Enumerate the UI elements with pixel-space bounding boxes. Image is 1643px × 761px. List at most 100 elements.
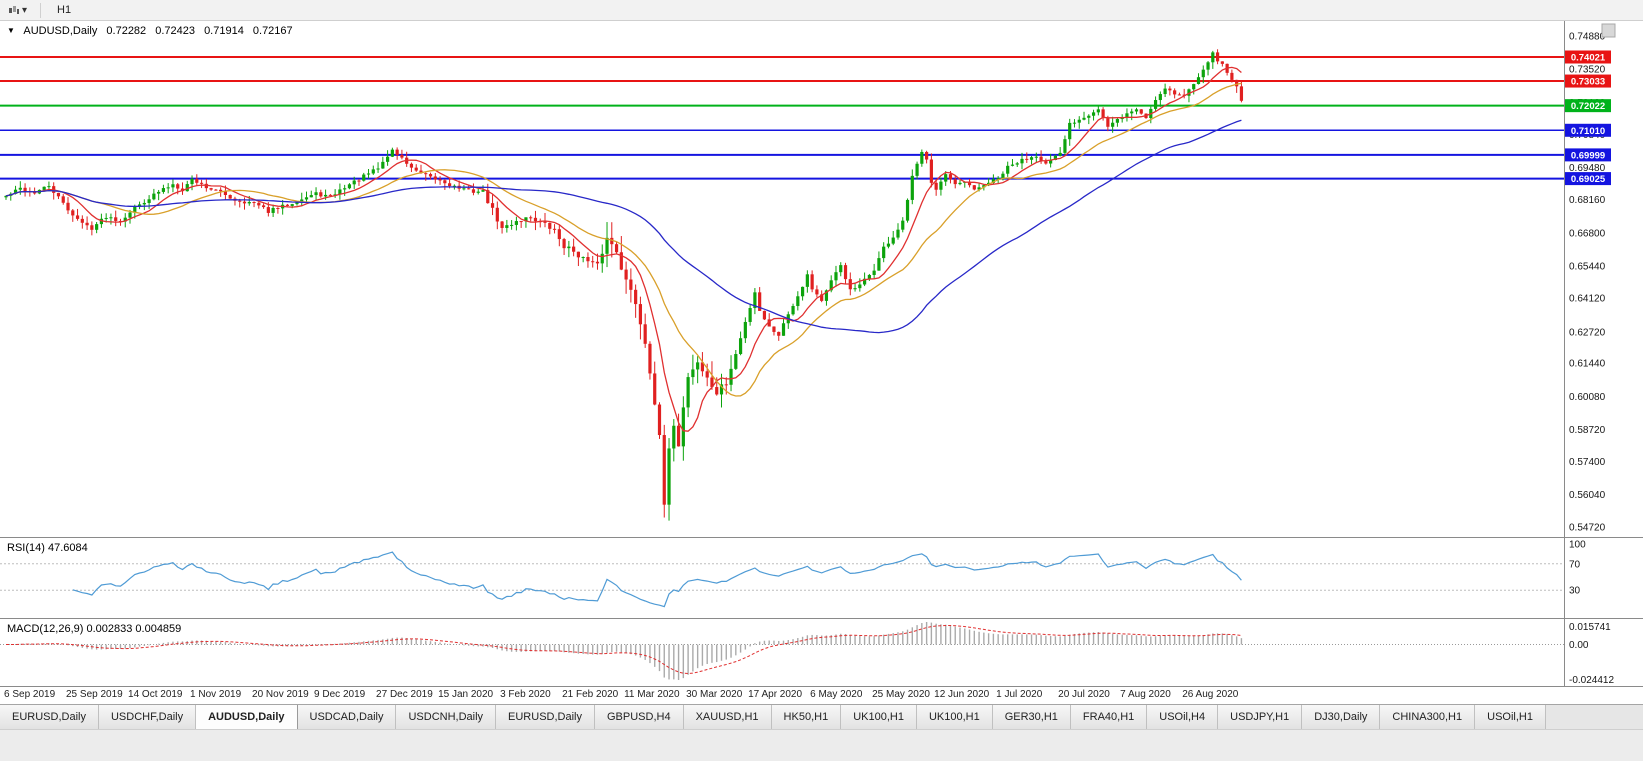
timeframe-toolbar: ▾ M1M5M15M30H1H4D1W1MN <box>0 0 1643 92</box>
date-label: 14 Oct 2019 <box>128 689 183 700</box>
date-label: 12 Jun 2020 <box>934 689 990 700</box>
macd-label: MACD(12,26,9) 0.002833 0.004859 <box>7 623 182 635</box>
chart-tab-dj30-daily[interactable]: DJ30,Daily <box>1302 705 1381 729</box>
timeframe-button-h1[interactable]: H1 <box>57 3 72 16</box>
date-label: 3 Feb 2020 <box>500 689 551 700</box>
price-axis-tick: 0.69480 <box>1569 163 1606 174</box>
toolbar-separator <box>40 2 42 18</box>
price-axis-tick: 0.56040 <box>1569 490 1606 501</box>
price-badge-0.74021 <box>1565 50 1611 64</box>
price-axis-tick: 0.54720 <box>1569 522 1606 533</box>
date-label: 11 Mar 2020 <box>624 689 680 700</box>
date-label: 1 Jul 2020 <box>996 689 1043 700</box>
price-axis-tick: 0.61440 <box>1569 359 1606 370</box>
price-axis-tick: 0.65440 <box>1569 261 1606 272</box>
rsi-axis-tick: 30 <box>1569 586 1581 597</box>
macd-axis-tick: -0.024412 <box>1569 675 1614 686</box>
rsi-axis-tick: 70 <box>1569 559 1581 570</box>
ohlc-open: 0.72282 <box>106 25 147 37</box>
ohlc-close: 0.72167 <box>252 25 293 37</box>
chart-tab-uk100-h1[interactable]: UK100,H1 <box>916 705 993 729</box>
date-label: 6 Sep 2019 <box>4 689 56 700</box>
price-axis-tick: 0.73520 <box>1569 65 1606 76</box>
price-axis-tick: 0.58720 <box>1569 425 1606 436</box>
rsi-line <box>72 551 1242 608</box>
macd-axis-tick: 0.015741 <box>1569 622 1611 633</box>
rsi-indicator-panel[interactable]: RSI(14) 47.6084 100 70 30 <box>0 537 1643 618</box>
date-label: 25 Sep 2019 <box>66 689 123 700</box>
price-badge-0.69025 <box>1565 172 1611 186</box>
date-label: 6 May 2020 <box>810 689 863 700</box>
rsi-axis-tick: 100 <box>1569 540 1586 551</box>
chart-tab-ger30-h1[interactable]: GER30,H1 <box>992 705 1071 729</box>
date-axis: 6 Sep 2019 25 Sep 2019 14 Oct 2019 1 Nov 20… <box>0 686 1643 704</box>
chart-tab-xauusd-h1[interactable]: XAUUSD,H1 <box>683 705 772 729</box>
date-label: 9 Dec 2019 <box>314 689 366 700</box>
candlestick-icon <box>9 6 19 14</box>
chart-tab-gbpusd-h4[interactable]: GBPUSD,H4 <box>595 705 684 729</box>
date-label: 7 Aug 2020 <box>1120 689 1171 700</box>
price-badge-0.71010 <box>1565 123 1611 137</box>
date-label: 17 Apr 2020 <box>748 689 803 700</box>
chart-tab-usdchf-daily[interactable]: USDCHF,Daily <box>98 705 197 729</box>
date-label: 20 Jul 2020 <box>1058 689 1110 700</box>
chart-tab-usdcnh-daily[interactable]: USDCNH,Daily <box>396 705 497 729</box>
chart-tab-eurusd-daily[interactable]: EURUSD,Daily <box>496 705 595 729</box>
date-label: 30 Mar 2020 <box>686 689 743 700</box>
price-badge-0.72022 <box>1565 99 1611 113</box>
price-axis-tick: 0.68160 <box>1569 195 1606 206</box>
price-badge-text: 0.73033 <box>1571 77 1605 88</box>
price-badge-text: 0.74021 <box>1571 52 1606 63</box>
macd-chart: 0.015741 0.00 -0.024412 <box>0 619 1614 686</box>
moving-average-8 <box>5 66 1242 432</box>
chevron-down-icon: ▾ <box>22 4 28 16</box>
candles-layer <box>4 49 1244 521</box>
date-label: 20 Nov 2019 <box>252 689 309 700</box>
price-axis-tick: 0.60080 <box>1569 392 1606 403</box>
macd-histogram <box>10 622 1243 680</box>
ohlc-high: 0.72423 <box>155 25 195 37</box>
chart-header: ▼ AUDUSD,Daily 0.72282 0.72423 0.71914 0… <box>7 25 299 37</box>
chart-tab-usoil-h1[interactable]: USOil,H1 <box>1475 705 1546 729</box>
chart-tab-audusd-daily[interactable]: AUDUSD,Daily <box>196 705 298 729</box>
date-label: 27 Dec 2019 <box>376 689 433 700</box>
date-label: 21 Feb 2020 <box>562 689 619 700</box>
chart-tab-hk50-h1[interactable]: HK50,H1 <box>771 705 842 729</box>
date-label: 25 May 2020 <box>872 689 930 700</box>
date-label: 15 Jan 2020 <box>438 689 494 700</box>
price-badge-text: 0.69999 <box>1571 150 1605 161</box>
chart-tab-eurusd-daily[interactable]: EURUSD,Daily <box>0 705 99 729</box>
chart-tab-usdcad-daily[interactable]: USDCAD,Daily <box>297 705 397 729</box>
price-badge-0.73033 <box>1565 74 1611 88</box>
candlestick-chart[interactable]: 0.748800.735200.721600.708400.694800.681… <box>0 21 1643 537</box>
chart-tab-uk100-h1[interactable]: UK100,H1 <box>841 705 917 729</box>
price-badge-text: 0.69025 <box>1571 174 1606 185</box>
price-axis-tick: 0.74880 <box>1569 32 1606 43</box>
chart-tab-usoil-h4[interactable]: USOil,H4 <box>1147 705 1219 729</box>
price-chart-panel[interactable]: ▼ AUDUSD,Daily 0.72282 0.72423 0.71914 0… <box>0 21 1643 537</box>
macd-indicator-panel[interactable]: MACD(12,26,9) 0.002833 0.004859 0.015741… <box>0 618 1643 686</box>
rsi-chart: 100 70 30 <box>0 538 1586 618</box>
rsi-label: RSI(14) 47.6084 <box>7 542 88 554</box>
price-axis-tick: 0.64120 <box>1569 293 1606 304</box>
date-label: 26 Aug 2020 <box>1182 689 1239 700</box>
date-label: 1 Nov 2019 <box>190 689 242 700</box>
price-axis-tick: 0.66800 <box>1569 228 1606 239</box>
price-badge-text: 0.71010 <box>1571 126 1605 137</box>
moving-average-55 <box>5 119 1242 334</box>
moving-average-20 <box>5 82 1242 397</box>
macd-axis-tick: 0.00 <box>1569 640 1589 651</box>
ohlc-low: 0.71914 <box>204 25 244 37</box>
price-badge-0.69999 <box>1565 148 1611 162</box>
price-axis-tick: 0.57400 <box>1569 457 1606 468</box>
price-axis-tick: 0.62720 <box>1569 328 1606 339</box>
chart-tab-usdjpy-h1[interactable]: USDJPY,H1 <box>1218 705 1303 729</box>
chart-scroll-button[interactable] <box>1601 23 1616 38</box>
chart-type-dropdown[interactable]: ▾ <box>3 2 32 19</box>
chart-tab-china300-h1[interactable]: CHINA300,H1 <box>1380 705 1476 729</box>
price-badge-text: 0.72022 <box>1571 101 1605 112</box>
chart-tab-fra40-h1[interactable]: FRA40,H1 <box>1070 705 1148 729</box>
triangle-marker-icon: ▼ <box>7 26 15 35</box>
chart-symbol-label: AUDUSD,Daily <box>23 25 98 37</box>
